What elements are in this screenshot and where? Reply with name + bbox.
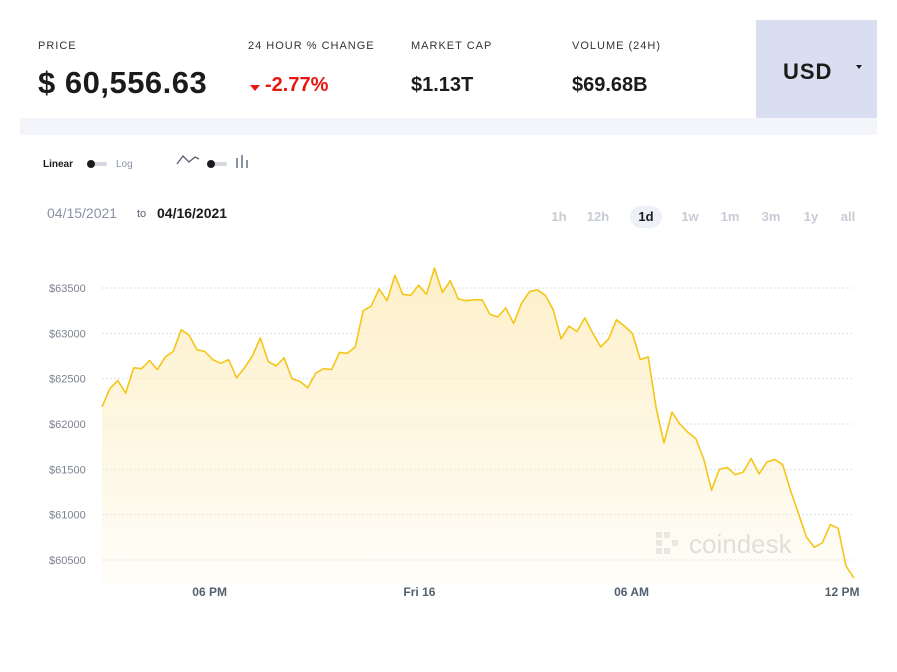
y-tick-label: $61000	[49, 510, 86, 522]
range-1y[interactable]: 1y	[803, 209, 819, 224]
range-1w[interactable]: 1w	[681, 209, 699, 224]
caret-down-icon	[856, 65, 862, 69]
chart-panel: Linear Log 04/15/2021 to 04/16/2021 1h 12…	[20, 135, 877, 612]
chart-type-toggle-knob	[207, 160, 215, 168]
price-area-fill	[102, 268, 854, 583]
y-tick-label: $62500	[49, 374, 86, 386]
divider-band	[20, 118, 877, 135]
price-value: $ 60,556.63	[38, 65, 208, 100]
scale-toggle[interactable]	[87, 159, 109, 169]
volume-label: VOLUME (24H)	[572, 40, 662, 52]
y-tick-label: $61500	[49, 464, 86, 476]
linear-label: Linear	[43, 159, 74, 170]
y-tick-label: $63000	[49, 328, 86, 340]
range-all[interactable]: all	[840, 209, 856, 224]
change-label: 24 HOUR % CHANGE	[248, 40, 375, 52]
log-label: Log	[116, 159, 133, 170]
range-1m[interactable]: 1m	[720, 209, 740, 224]
price-chart: coindesk $63500$63000$62500$62000$61500$…	[49, 267, 860, 599]
volume-value: $69.68B	[572, 74, 648, 96]
change-value: -2.77%	[265, 74, 329, 96]
range-12h[interactable]: 12h	[586, 209, 610, 224]
y-tick-label: $63500	[49, 283, 86, 295]
range-3m[interactable]: 3m	[761, 209, 781, 224]
x-tick-label: Fri 16	[403, 585, 435, 599]
y-tick-label: $60500	[49, 555, 86, 567]
date-to-label: to	[137, 208, 147, 220]
x-tick-label: 06 AM	[614, 585, 649, 599]
x-tick-label: 06 PM	[192, 585, 227, 599]
date-end: 04/16/2021	[157, 205, 228, 221]
x-tick-label: 12 PM	[825, 585, 860, 599]
market-cap-label: MARKET CAP	[411, 40, 493, 52]
market-cap-value: $1.13T	[411, 74, 474, 96]
line-chart-icon[interactable]	[176, 153, 200, 167]
scale-toggle-knob	[87, 160, 95, 168]
chart-type-toggle[interactable]	[207, 159, 229, 169]
date-start: 04/15/2021	[47, 205, 118, 221]
range-1d[interactable]: 1d	[630, 206, 662, 228]
stats-panel: PRICE $ 60,556.63 24 HOUR % CHANGE -2.77…	[20, 20, 877, 118]
price-line	[101, 267, 855, 579]
chart-type-toggle-track	[209, 162, 227, 166]
price-label: PRICE	[38, 40, 77, 52]
y-tick-label: $62000	[49, 419, 86, 431]
currency-select[interactable]: USD	[756, 20, 877, 118]
range-1h[interactable]: 1h	[551, 209, 567, 224]
down-arrow-icon	[250, 85, 260, 91]
scale-toggle-track	[89, 162, 107, 166]
bar-chart-icon[interactable]	[235, 154, 251, 168]
currency-label: USD	[783, 59, 833, 84]
